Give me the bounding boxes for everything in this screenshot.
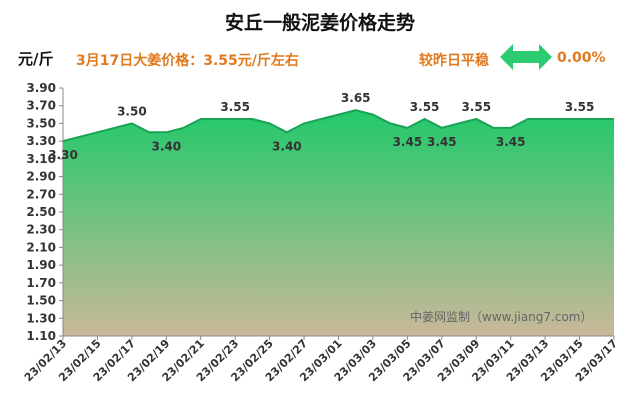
data-label: 3.55 bbox=[220, 100, 250, 114]
y-tick-label: 2.10 bbox=[26, 240, 56, 254]
change-value: 0.00% bbox=[557, 50, 606, 66]
y-tick-label: 1.10 bbox=[26, 329, 56, 343]
chart-title: 安丘一般泥姜价格走势 bbox=[224, 12, 415, 34]
y-tick-label: 3.30 bbox=[26, 134, 56, 148]
y-tick-label: 3.50 bbox=[26, 116, 56, 130]
y-tick-label: 3.10 bbox=[26, 152, 56, 166]
data-label: 3.45 bbox=[427, 135, 457, 149]
y-tick-label: 1.50 bbox=[26, 294, 56, 308]
y-tick-label: 2.90 bbox=[26, 170, 56, 184]
y-tick-label: 3.70 bbox=[26, 99, 56, 113]
data-label: 3.45 bbox=[496, 135, 526, 149]
change-label: 较昨日平稳 bbox=[419, 53, 489, 69]
y-tick-label: 2.30 bbox=[26, 223, 56, 237]
data-label: 3.55 bbox=[410, 100, 440, 114]
data-label: 3.55 bbox=[565, 100, 595, 114]
watermark: 中姜网监制（www.jiang7.com） bbox=[410, 309, 592, 324]
data-label: 3.30 bbox=[48, 148, 78, 162]
y-tick-label: 3.90 bbox=[26, 81, 56, 95]
price-line bbox=[62, 109, 614, 143]
data-labels: 3.30 3.50 3.40 3.55 3.40 3.65 3.45 3.55 3.45 3.55… bbox=[48, 91, 594, 162]
y-tick-label: 1.90 bbox=[26, 258, 56, 272]
y-tick-label: 1.30 bbox=[26, 311, 56, 325]
data-label: 3.45 bbox=[393, 135, 423, 149]
unit-label: 元/斤 bbox=[18, 50, 54, 68]
area-layer bbox=[62, 109, 614, 336]
arrow-shape bbox=[500, 44, 552, 70]
data-label: 3.55 bbox=[461, 100, 491, 114]
data-label: 3.50 bbox=[117, 104, 147, 118]
data-label: 3.40 bbox=[272, 139, 302, 153]
price-area bbox=[63, 110, 614, 336]
data-label: 3.65 bbox=[341, 91, 371, 105]
y-axis-ticks: 3.90 3.70 3.50 3.30 3.10 2.90 2.70 2.50 2.30 2.10… bbox=[26, 81, 63, 343]
price-note: 3月17日大姜价格：3.55元/斤左右 bbox=[76, 53, 299, 69]
y-tick-label: 1.70 bbox=[26, 276, 56, 290]
x-axis-ticks: 23/02/1323/02/1523/02/1723/02/1923/02/21… bbox=[22, 336, 620, 384]
y-tick-label: 2.70 bbox=[26, 187, 56, 201]
data-label: 3.40 bbox=[152, 139, 182, 153]
y-tick-label: 2.50 bbox=[26, 205, 56, 219]
double-arrow-icon bbox=[500, 44, 552, 70]
